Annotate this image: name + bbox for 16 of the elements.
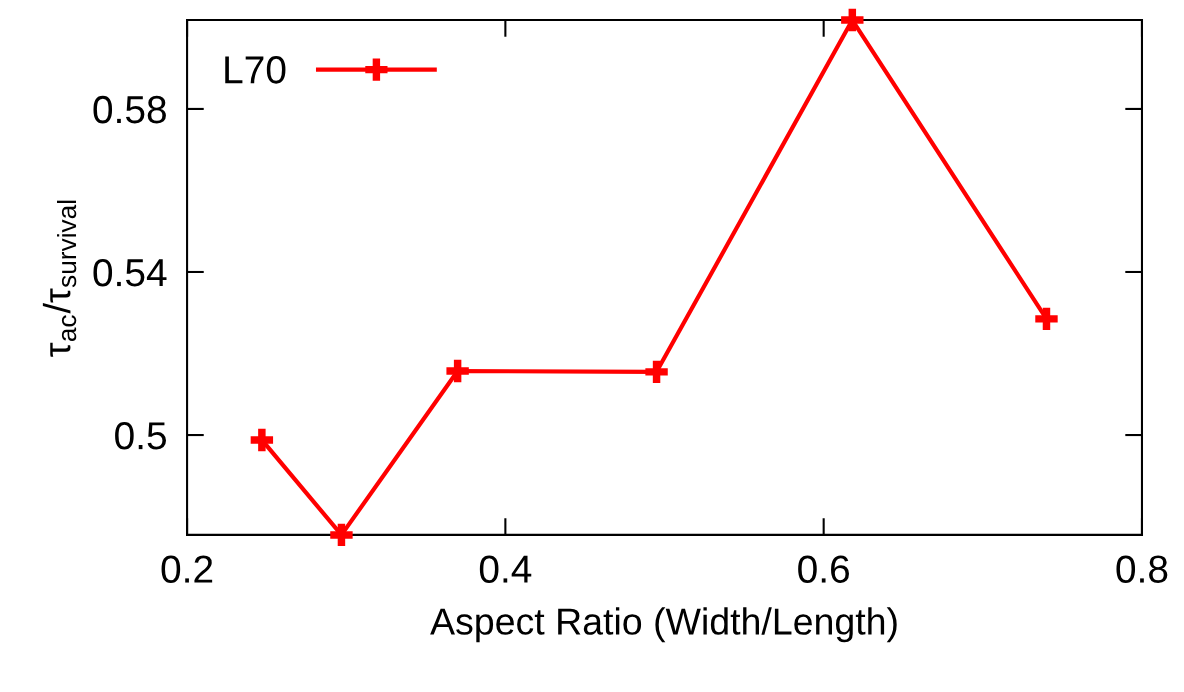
x-tick-label: 0.6 — [798, 555, 849, 583]
point — [446, 359, 469, 383]
x-tick-label: 0.4 — [479, 555, 532, 583]
legend-label: L70 — [225, 56, 286, 84]
point — [645, 360, 668, 384]
point — [1035, 307, 1058, 331]
y-tick-label: 0.58 — [93, 95, 166, 124]
y-tick-label: 0.54 — [93, 258, 167, 287]
x-tick-label: 0.8 — [1116, 555, 1168, 583]
y-tick-label: 0.5 — [115, 421, 166, 450]
point — [330, 523, 353, 547]
point — [250, 428, 274, 452]
x-axis-title: Aspect Ratio (Width/Length) — [430, 607, 897, 643]
y-axis-title: τ$_{ac}$/τ$_{survival}$ — [42, 200, 77, 357]
x-tick-label: 0.2 — [161, 555, 213, 583]
point — [841, 8, 864, 32]
